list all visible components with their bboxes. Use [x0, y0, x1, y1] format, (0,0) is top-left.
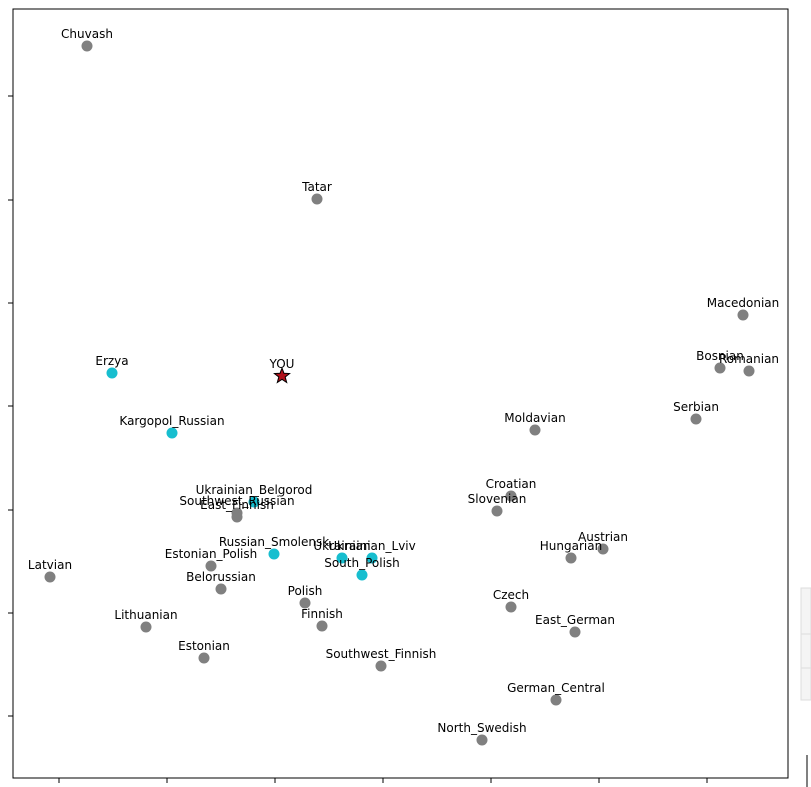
- point-label: Finnish: [301, 607, 343, 621]
- point: [44, 571, 56, 583]
- point: [491, 505, 503, 517]
- point: [529, 424, 541, 436]
- point-label: Southwest_Russian: [179, 494, 294, 508]
- point: [268, 548, 280, 560]
- point-label: Polish: [288, 584, 323, 598]
- point-label: Tatar: [301, 180, 332, 194]
- point: [690, 413, 702, 425]
- point-label: Czech: [493, 588, 529, 602]
- point: [248, 496, 260, 508]
- point-label: Macedonian: [707, 296, 780, 310]
- point-label: Estonian: [178, 639, 230, 653]
- point: [366, 552, 378, 564]
- point: [215, 583, 227, 595]
- point-label: Austrian: [578, 530, 628, 544]
- point: [356, 569, 368, 581]
- point-label: South_Polish: [324, 556, 400, 570]
- point-label: Slovenian: [468, 492, 527, 506]
- point: [550, 694, 562, 706]
- point-label: North_Swedish: [437, 721, 526, 735]
- point: [743, 365, 755, 377]
- point-label: Lithuanian: [114, 608, 177, 622]
- point: [106, 367, 118, 379]
- point-label: Romanian: [719, 352, 779, 366]
- point-label: Croatian: [486, 477, 537, 491]
- point-label: Ukrainian: [313, 539, 370, 553]
- legend-fragment: [800, 587, 811, 701]
- point-label: Chuvash: [61, 27, 113, 41]
- point: [198, 652, 210, 664]
- point: [336, 552, 348, 564]
- point: [316, 620, 328, 632]
- point-label: Belorussian: [186, 570, 256, 584]
- point-label: East_Finnish: [200, 498, 274, 512]
- point-label: German_Central: [507, 681, 605, 695]
- point-label: Southwest_Finnish: [326, 647, 437, 661]
- point-label: Estonian_Polish: [165, 547, 257, 561]
- point: [569, 626, 581, 638]
- star-point: [273, 366, 291, 384]
- point-label: Russian_Smolensk: [219, 535, 329, 549]
- point-label: East_German: [535, 613, 615, 627]
- point: [375, 660, 387, 672]
- point: [299, 597, 311, 609]
- point: [476, 734, 488, 746]
- point: [505, 601, 517, 613]
- point: [714, 362, 726, 374]
- point-label: Hungarian: [540, 539, 602, 553]
- point-label: Erzya: [95, 354, 128, 368]
- point: [737, 309, 749, 321]
- point: [311, 193, 323, 205]
- point: [597, 543, 609, 555]
- point-label: Ukrainian_Belgorod: [196, 483, 313, 497]
- point: [140, 621, 152, 633]
- point: [166, 427, 178, 439]
- point: [505, 490, 517, 502]
- point-label: Moldavian: [504, 411, 565, 425]
- point-label: Serbian: [673, 400, 719, 414]
- point-label: Bosnian: [696, 349, 744, 363]
- point: [205, 560, 217, 572]
- point-label: YOU: [269, 357, 295, 371]
- point: [231, 511, 243, 523]
- point-label: Latvian: [28, 558, 72, 572]
- point: [81, 40, 93, 52]
- point: [565, 552, 577, 564]
- point-label: Kargopol_Russian: [119, 414, 224, 428]
- point-label: Ukrainian_Lviv: [328, 539, 415, 553]
- plot-frame: [12, 8, 789, 779]
